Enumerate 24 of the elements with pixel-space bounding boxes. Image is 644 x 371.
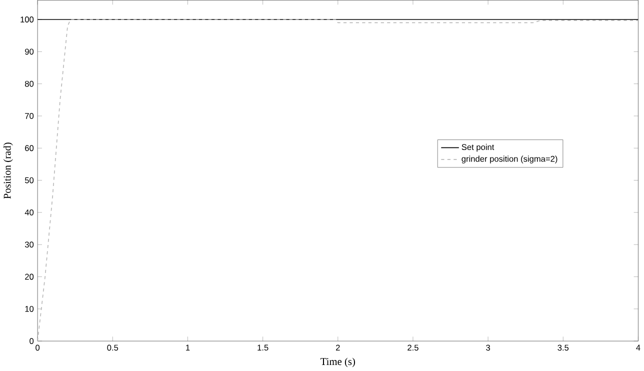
y-tick-label: 60 (25, 145, 34, 152)
x-tick-label: 3.5 (558, 344, 569, 351)
y-tick-label: 20 (25, 274, 34, 280)
x-axis-title: Time (s) (320, 358, 355, 368)
x-tick-label: 3 (486, 344, 490, 351)
y-tick-label: 10 (25, 306, 34, 312)
y-tick-label: 40 (24, 210, 34, 216)
y-tick-label: 0 (30, 338, 34, 344)
x-tick-label: 1.5 (258, 344, 268, 351)
x-tick-label: 0.5 (107, 344, 118, 351)
legend-label: Set point (462, 144, 494, 152)
x-tick-label: 2.5 (408, 344, 418, 351)
y-tick-label: 80 (25, 81, 34, 87)
y-axis-title: Position (rad) (3, 142, 13, 199)
y-tick-label: 100 (20, 16, 34, 23)
y-tick-label: 50 (24, 178, 34, 184)
x-tick-label: 2 (336, 344, 340, 351)
legend-label: grinder position (sigma=2) (462, 156, 558, 164)
x-tick-label: 4 (636, 344, 640, 351)
y-tick-label: 30 (24, 242, 34, 248)
y-tick-label: 70 (25, 113, 34, 120)
x-tick-label: 1 (186, 344, 190, 351)
x-tick-label: 0 (36, 344, 40, 351)
y-tick-label: 90 (25, 48, 34, 55)
